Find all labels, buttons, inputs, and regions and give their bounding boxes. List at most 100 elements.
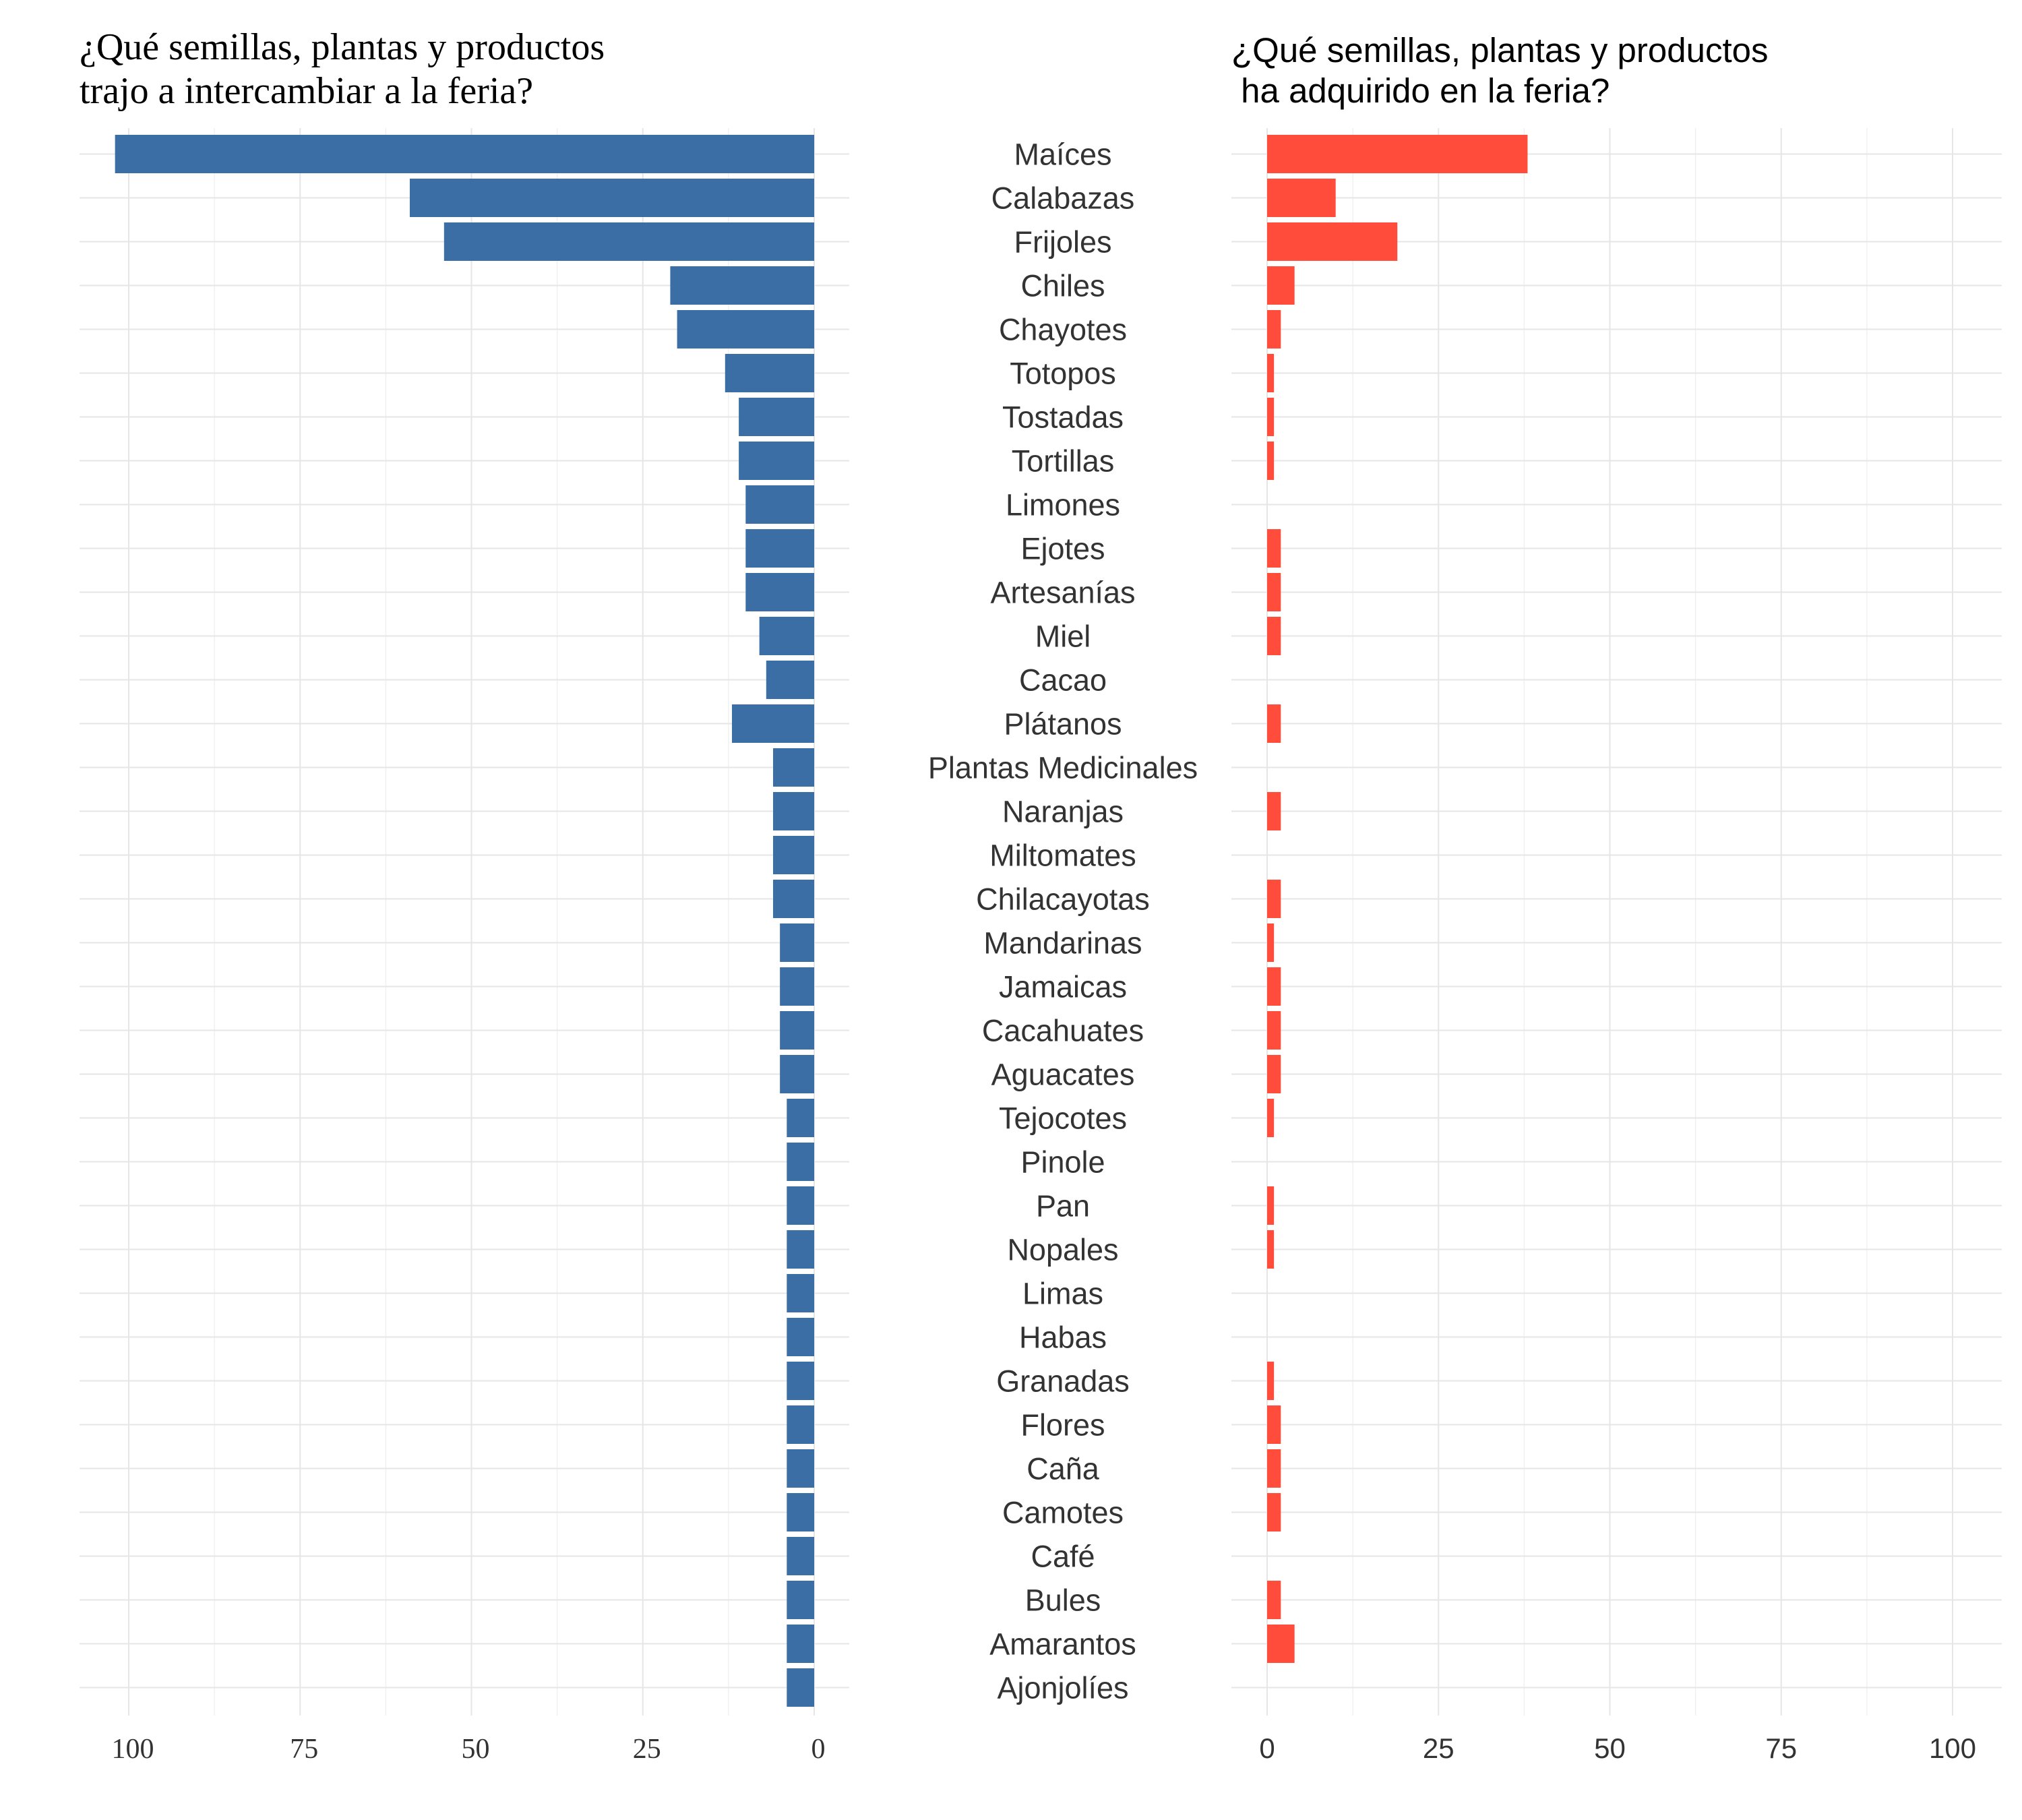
left-tick-label-1: 75	[290, 1734, 318, 1765]
right-bar-18	[1267, 923, 1275, 962]
right-chart-title-line-2: ha adquirido en la feria?	[1231, 71, 1610, 110]
left-bar-5	[725, 354, 814, 392]
category-label-12: Cacao	[1019, 663, 1107, 698]
category-label-19: Jamaicas	[999, 970, 1127, 1004]
left-bar-21	[780, 1055, 814, 1093]
right-bar-33	[1267, 1581, 1281, 1619]
right-bar-13	[1267, 704, 1281, 743]
right-bar-3	[1267, 266, 1295, 305]
right-bar-20	[1267, 1011, 1281, 1050]
left-bar-31	[787, 1493, 814, 1531]
right-bar-9	[1267, 529, 1281, 568]
category-label-11: Miel	[1035, 619, 1091, 654]
category-label-32: Café	[1031, 1540, 1095, 1574]
category-label-14: Plantas Medicinales	[928, 751, 1198, 785]
right-bar-29	[1267, 1405, 1281, 1444]
category-label-29: Flores	[1020, 1408, 1105, 1443]
category-label-2: Frijoles	[1014, 225, 1111, 260]
left-bar-18	[780, 923, 814, 962]
category-label-17: Chilacayotas	[976, 882, 1150, 917]
right-bar-15	[1267, 792, 1281, 830]
left-bar-25	[787, 1230, 814, 1269]
right-bar-4	[1267, 310, 1281, 348]
left-tick-label-0: 100	[112, 1734, 154, 1765]
left-bar-9	[745, 529, 814, 568]
category-label-7: Tortillas	[1012, 444, 1115, 479]
category-label-5: Totopos	[1010, 357, 1116, 391]
left-bar-12	[766, 661, 814, 699]
right-panel-grid	[1231, 128, 2002, 1716]
right-bar-31	[1267, 1493, 1281, 1531]
right-tick-label-3: 75	[1765, 1732, 1797, 1764]
left-bar-3	[670, 266, 814, 305]
right-bar-30	[1267, 1449, 1281, 1488]
left-bar-34	[787, 1625, 814, 1663]
category-label-3: Chiles	[1020, 269, 1105, 303]
category-label-33: Bules	[1025, 1583, 1101, 1618]
left-bar-30	[787, 1449, 814, 1488]
left-tick-label-4: 0	[811, 1734, 826, 1765]
left-bar-35	[787, 1668, 814, 1707]
category-label-35: Ajonjolíes	[997, 1671, 1128, 1705]
left-x-axis-ticks: 100 75 50 25 0	[112, 1734, 826, 1765]
left-bar-29	[787, 1405, 814, 1444]
right-tick-label-2: 50	[1594, 1732, 1626, 1764]
right-chart-title-line-1: ¿Qué semillas, plantas y productos	[1231, 31, 1769, 69]
category-label-18: Mandarinas	[983, 926, 1142, 961]
right-bar-1	[1267, 179, 1336, 217]
right-x-axis-ticks: 0 25 50 75 100	[1259, 1732, 1976, 1764]
left-bar-4	[677, 310, 814, 348]
category-label-13: Plátanos	[1004, 707, 1122, 741]
left-bar-10	[745, 573, 814, 611]
left-bar-26	[787, 1274, 814, 1312]
right-tick-label-0: 0	[1259, 1732, 1275, 1764]
category-label-8: Limones	[1006, 488, 1120, 522]
left-bar-1	[409, 179, 814, 217]
left-bar-8	[745, 485, 814, 524]
left-bar-7	[739, 442, 814, 480]
left-bar-16	[772, 836, 814, 874]
right-bar-25	[1267, 1230, 1275, 1269]
category-label-26: Limas	[1022, 1277, 1103, 1311]
category-label-23: Pinole	[1020, 1145, 1105, 1180]
category-label-6: Tostadas	[1002, 400, 1124, 435]
category-label-9: Ejotes	[1020, 532, 1105, 566]
category-label-24: Pan	[1036, 1189, 1090, 1223]
category-label-1: Calabazas	[991, 181, 1135, 216]
category-label-25: Nopales	[1007, 1233, 1118, 1267]
right-bar-34	[1267, 1625, 1295, 1663]
right-bar-22	[1267, 1099, 1275, 1137]
left-chart-title-line-2: trajo a intercambiar a la feria?	[80, 70, 533, 112]
category-label-28: Granadas	[996, 1364, 1130, 1399]
category-labels: Maíces Calabazas Frijoles Chiles Chayotes Tot…	[928, 138, 1198, 1705]
right-tick-label-4: 100	[1929, 1732, 1976, 1764]
right-tick-label-1: 25	[1423, 1732, 1454, 1764]
left-bars	[115, 135, 814, 1707]
left-bar-32	[787, 1537, 814, 1575]
left-bar-33	[787, 1581, 814, 1619]
right-bar-11	[1267, 617, 1281, 655]
category-label-31: Camotes	[1002, 1496, 1124, 1530]
left-tick-label-3: 25	[633, 1734, 661, 1765]
category-label-27: Habas	[1019, 1321, 1107, 1355]
right-bar-2	[1267, 222, 1398, 261]
left-bar-0	[115, 135, 814, 173]
left-bar-23	[787, 1143, 814, 1181]
left-bar-27	[787, 1318, 814, 1356]
category-label-30: Caña	[1027, 1452, 1100, 1486]
left-bar-2	[443, 222, 814, 261]
category-label-34: Amarantos	[989, 1627, 1136, 1662]
category-label-16: Miltomates	[989, 839, 1136, 873]
category-label-0: Maíces	[1014, 138, 1111, 172]
right-bar-17	[1267, 880, 1281, 918]
category-label-20: Cacahuates	[982, 1014, 1144, 1048]
category-label-15: Naranjas	[1002, 795, 1124, 829]
right-bar-28	[1267, 1362, 1275, 1400]
right-bar-6	[1267, 398, 1275, 436]
left-bar-6	[739, 398, 814, 436]
right-bar-5	[1267, 354, 1275, 392]
left-tick-label-2: 50	[462, 1734, 490, 1765]
left-bar-13	[731, 704, 814, 743]
right-bars	[1267, 135, 1528, 1663]
